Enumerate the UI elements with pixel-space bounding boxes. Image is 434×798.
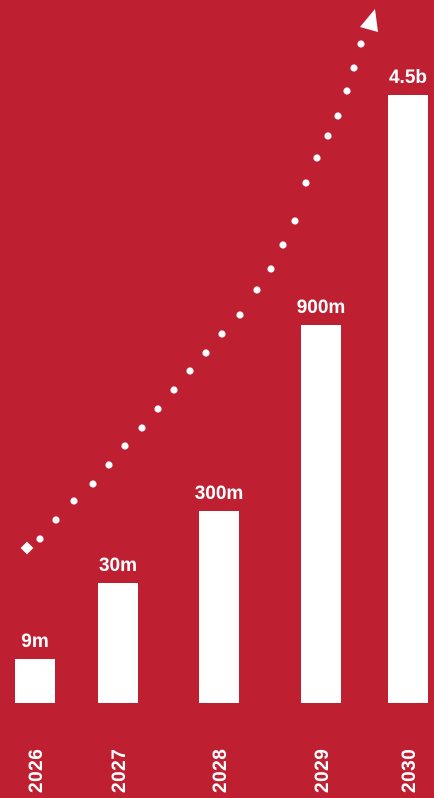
trend-dot bbox=[302, 179, 310, 187]
trend-dot bbox=[236, 311, 244, 319]
year-label-2030: 2030 bbox=[399, 749, 420, 793]
value-label-2028: 300m bbox=[195, 483, 244, 504]
trend-arrow bbox=[20, 9, 378, 555]
bar-2028 bbox=[199, 511, 239, 703]
trend-dot bbox=[52, 516, 60, 524]
year-label-2026: 2026 bbox=[26, 749, 47, 793]
value-label-2030: 4.5b bbox=[389, 67, 427, 88]
trend-dot bbox=[105, 461, 113, 469]
bar-2027 bbox=[98, 583, 138, 703]
bar-2029 bbox=[301, 325, 341, 703]
value-label-2026: 9m bbox=[21, 631, 48, 652]
year-label-2029: 2029 bbox=[312, 749, 333, 793]
year-labels: 2026 2027 2028 2029 2030 bbox=[26, 749, 420, 793]
trend-dot bbox=[170, 386, 178, 394]
value-labels: 9m 30m 300m 900m 4.5b bbox=[21, 67, 427, 652]
trend-dot bbox=[267, 265, 275, 273]
trend-dot bbox=[70, 497, 78, 505]
trend-dot bbox=[154, 405, 162, 413]
year-label-2028: 2028 bbox=[210, 749, 231, 793]
trend-arrow-head bbox=[360, 9, 378, 32]
trend-dot bbox=[334, 112, 342, 120]
trend-dot bbox=[279, 241, 287, 249]
bar-2026 bbox=[15, 659, 55, 703]
bar-2030 bbox=[388, 95, 428, 703]
trend-dot bbox=[89, 480, 97, 488]
trend-dot bbox=[324, 132, 332, 140]
trend-dot bbox=[291, 217, 299, 225]
value-label-2029: 900m bbox=[297, 297, 346, 318]
trend-dot bbox=[138, 424, 146, 432]
trend-dot bbox=[253, 286, 261, 294]
trend-dot bbox=[350, 64, 358, 72]
trend-dot bbox=[343, 87, 351, 95]
trend-dot bbox=[357, 40, 365, 48]
trend-arrow-tail bbox=[20, 541, 34, 555]
bars bbox=[15, 95, 428, 703]
year-label-2027: 2027 bbox=[109, 749, 130, 793]
trend-dot bbox=[121, 442, 129, 450]
value-label-2027: 30m bbox=[99, 555, 137, 576]
trend-dot bbox=[36, 535, 44, 543]
trend-dot bbox=[202, 349, 210, 357]
trend-dot bbox=[313, 154, 321, 162]
trend-dot bbox=[218, 330, 226, 338]
trend-dot bbox=[186, 367, 194, 375]
